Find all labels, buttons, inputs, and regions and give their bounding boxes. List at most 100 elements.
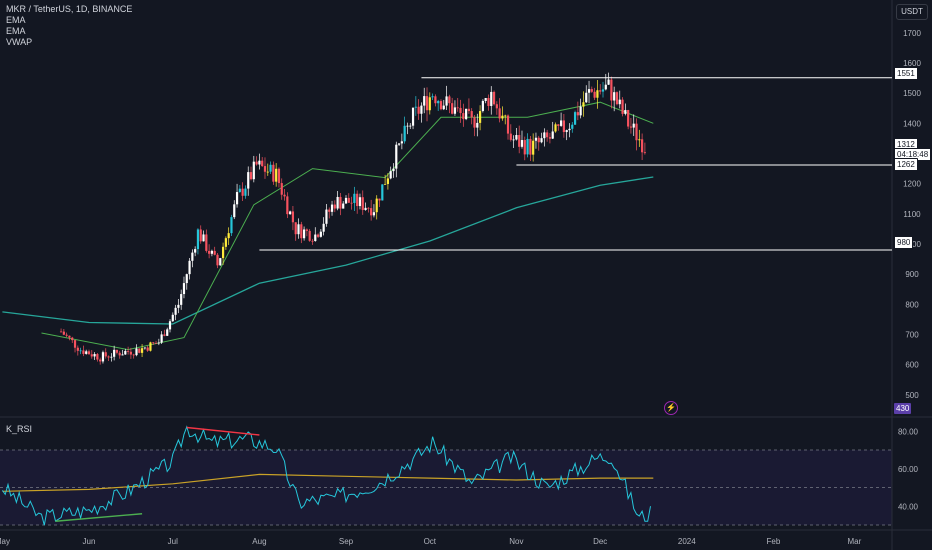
candle-body [384, 183, 387, 185]
candle-body [487, 98, 490, 106]
candle-body [506, 115, 510, 134]
candle-body [467, 108, 471, 112]
currency-button[interactable]: USDT [896, 4, 928, 20]
candle-body [518, 135, 521, 147]
candle-body [302, 229, 306, 239]
candle-body [152, 342, 155, 344]
candle-body [154, 342, 158, 344]
candle-body [411, 107, 415, 126]
candle-body [82, 350, 85, 354]
candle-body [492, 91, 496, 105]
candle-body [543, 132, 546, 139]
candle-body [149, 342, 152, 351]
candle-body [576, 112, 579, 116]
candle-body [213, 250, 216, 255]
candle-body [453, 107, 457, 114]
candle-body [291, 211, 295, 223]
candle-body [118, 352, 121, 356]
candle-body [406, 125, 409, 127]
candle-body [249, 172, 253, 180]
candle-body [442, 105, 445, 110]
candle-body [582, 102, 585, 107]
candle-body [601, 89, 605, 92]
candle-body [289, 211, 292, 215]
candle-body [79, 350, 82, 352]
candle-body [347, 197, 350, 203]
candle-body [386, 178, 390, 184]
candle-body [451, 103, 454, 114]
candle-body [101, 352, 105, 362]
candle-body [420, 105, 423, 114]
candle-body [476, 122, 479, 128]
candle-body [113, 349, 116, 357]
indicator-vwap[interactable]: VWAP [6, 37, 33, 47]
candle-body [448, 96, 451, 104]
candle-body [417, 106, 420, 114]
x-tick-label: Mar [848, 537, 862, 546]
candle-body [71, 337, 74, 341]
candle-body [557, 124, 560, 126]
candle-body [568, 128, 571, 131]
candle-body [534, 137, 538, 141]
candle-body [353, 193, 356, 203]
candle-body [146, 347, 149, 351]
candle-body [414, 106, 417, 108]
candle-body [641, 139, 644, 153]
candle-body [247, 172, 250, 189]
candle-body [526, 138, 529, 155]
candle-body [216, 254, 219, 266]
candle-body [559, 120, 563, 126]
rsi-indicator-label[interactable]: K_RSI [6, 424, 33, 434]
rsi-y-tick-label: 60.00 [898, 465, 919, 474]
candle-body [174, 307, 177, 315]
candle-body [358, 197, 362, 207]
candle-body [425, 96, 429, 111]
candle-body [124, 350, 127, 355]
candle-body [462, 113, 465, 120]
candle-body [163, 334, 166, 336]
candle-body [275, 168, 278, 182]
candle-body [537, 137, 540, 143]
rsi-ma-line [2, 473, 654, 492]
candle-body [87, 351, 91, 355]
candle-body [484, 98, 487, 101]
x-tick-label: Oct [424, 537, 437, 546]
lightning-icon[interactable]: ⚡ [664, 401, 678, 415]
candle-body [205, 234, 208, 251]
candle-body [90, 354, 93, 357]
candle-body [157, 342, 160, 344]
candle-body [520, 140, 524, 147]
candle-body [316, 234, 320, 237]
candle-body [618, 99, 621, 105]
indicator-ema-1[interactable]: EMA [6, 15, 26, 25]
candle-body [523, 140, 526, 155]
candle-body [227, 233, 230, 239]
candle-body [590, 89, 593, 92]
candle-body [501, 115, 504, 119]
candle-body [182, 283, 186, 295]
candle-body [336, 196, 339, 209]
candle-body [263, 166, 267, 172]
candle-body [241, 188, 244, 196]
candle-body [311, 240, 314, 242]
candle-body [571, 124, 574, 129]
y-tick-label: 1600 [903, 59, 921, 68]
indicator-ema-2[interactable]: EMA [6, 26, 26, 36]
candle-body [68, 335, 71, 338]
candle-body [638, 139, 641, 141]
y-tick-label: 600 [905, 361, 919, 370]
candle-body [104, 352, 107, 357]
candle-body [277, 168, 281, 184]
candle-body [235, 192, 239, 205]
candle-body [532, 140, 535, 155]
candle-body [160, 334, 163, 343]
candle-body [272, 164, 275, 182]
candle-body [437, 101, 440, 104]
symbol-title[interactable]: MKR / TetherUS, 1D, BINANCE [6, 4, 133, 14]
rsi-layer [1, 425, 654, 526]
candle-body [280, 183, 283, 195]
candle-body [138, 348, 141, 353]
candle-body [328, 209, 331, 212]
candle-body [356, 193, 359, 207]
